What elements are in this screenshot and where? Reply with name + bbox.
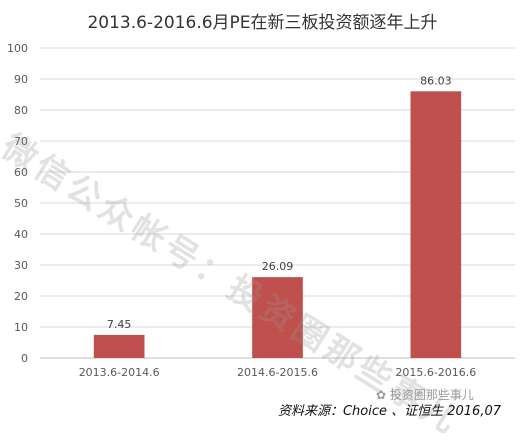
y-tick-label: 0 bbox=[21, 352, 28, 365]
bar bbox=[93, 334, 145, 358]
y-tick-label: 60 bbox=[14, 166, 28, 179]
x-axis-ticks: 2013.6-2014.6 2014.6-2015.6 2015.6-2016.6 bbox=[79, 366, 477, 379]
y-tick-label: 30 bbox=[14, 259, 28, 272]
y-tick-label: 70 bbox=[14, 135, 28, 148]
x-tick-label: 2013.6-2014.6 bbox=[79, 366, 160, 379]
bar bbox=[410, 91, 462, 358]
y-tick-label: 80 bbox=[14, 104, 28, 117]
y-tick-label: 10 bbox=[14, 321, 28, 334]
watermark-handle-text: 投资圈那些事儿 bbox=[389, 388, 474, 402]
y-tick-label: 40 bbox=[14, 228, 28, 241]
bars bbox=[93, 91, 462, 358]
data-labels: 7.45 26.09 86.03 bbox=[107, 74, 452, 331]
y-tick-label: 50 bbox=[14, 197, 28, 210]
bar bbox=[252, 277, 303, 358]
x-tick-label: 2015.6-2016.6 bbox=[395, 366, 476, 379]
data-label: 26.09 bbox=[262, 260, 294, 273]
y-tick-label: 100 bbox=[7, 42, 28, 55]
watermark-handle: ✿ 投资圈那些事儿 bbox=[376, 388, 474, 402]
y-tick-label: 20 bbox=[14, 290, 28, 303]
bar-chart: 0 10 20 30 40 50 60 70 80 90 100 7.45 26.09 86.03 20… bbox=[7, 42, 515, 379]
y-axis-ticks: 0 10 20 30 40 50 60 70 80 90 100 bbox=[7, 42, 28, 365]
x-tick-label: 2014.6-2015.6 bbox=[237, 366, 318, 379]
y-tick-label: 90 bbox=[14, 73, 28, 86]
chart-title: 2013.6-2016.6月PE在新三板投资额逐年上升 bbox=[87, 13, 438, 33]
data-label: 86.03 bbox=[420, 74, 452, 87]
data-label: 7.45 bbox=[107, 318, 132, 331]
source-note: 资料来源：Choice 、证恒生 2016,07 bbox=[277, 404, 501, 419]
